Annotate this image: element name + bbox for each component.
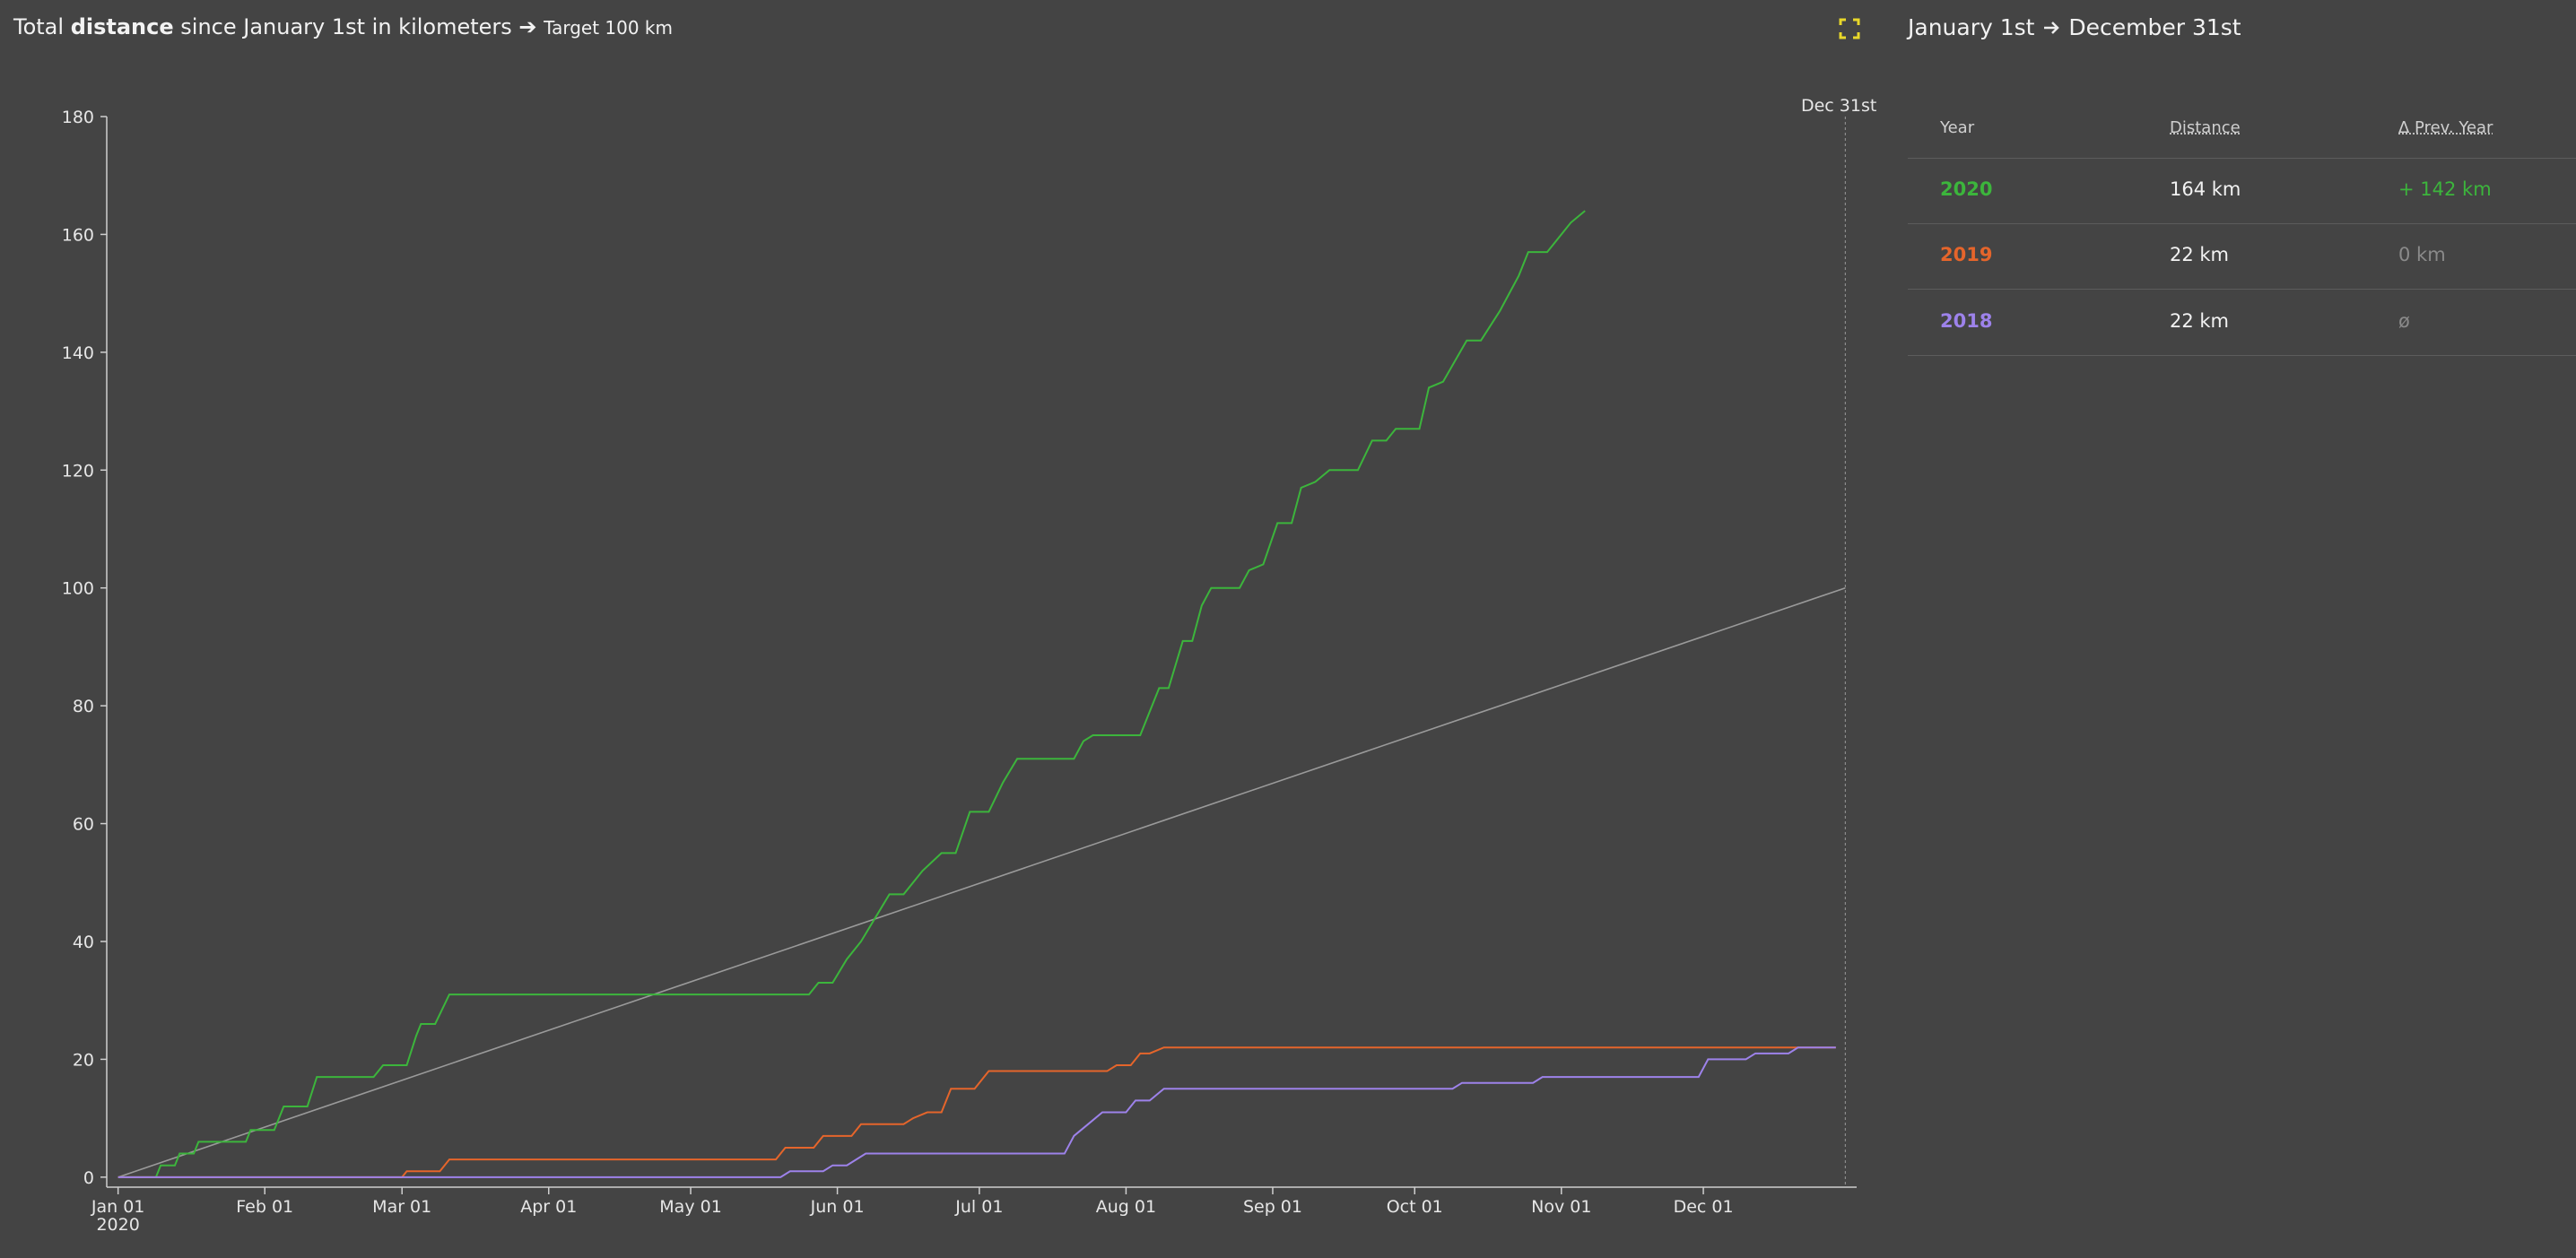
- title-target: Target 100 km: [544, 17, 673, 39]
- series-line: [117, 1046, 1836, 1178]
- y-tick-label: 40: [73, 933, 94, 952]
- year-cell: 2020: [1940, 178, 1993, 200]
- y-tick-label: 120: [62, 461, 94, 481]
- title-emphasis: distance: [70, 14, 174, 39]
- distance-cell: 22 km: [2170, 309, 2230, 332]
- x-tick-label: Nov 01: [1531, 1197, 1591, 1217]
- x-year-label: 2020: [96, 1215, 139, 1235]
- chart: 0 20 40 60 80 100 120 140 160 180 Jan 01 Feb 01 Mar …: [62, 96, 1877, 1235]
- x-tick-label: Oct 01: [1387, 1197, 1443, 1217]
- y-tick-label: 0: [83, 1168, 94, 1188]
- x-tick-label: Jan 01: [91, 1197, 145, 1217]
- year-cell: 2019: [1940, 244, 1993, 266]
- panel-title: January 1st December 31st: [1908, 14, 2241, 40]
- table-row: 2020 164 km + 142 km: [1908, 158, 2576, 224]
- table-row: 2018 22 km ø: [1908, 290, 2576, 356]
- x-tick-label: May 01: [659, 1197, 722, 1217]
- x-tick-label: Apr 01: [520, 1197, 577, 1217]
- year-cell: 2018: [1940, 309, 1993, 332]
- y-tick-label: 20: [73, 1050, 94, 1070]
- end-marker-label: Dec 31st: [1801, 96, 1876, 116]
- title-text: since January 1st in kilometers ➔: [173, 14, 544, 39]
- y-tick-label: 160: [62, 225, 94, 245]
- period-start: January 1st: [1908, 14, 2035, 40]
- y-tick-label: 100: [62, 579, 94, 599]
- y-tick-label: 180: [62, 108, 94, 127]
- column-header: Δ Prev. Year: [2398, 118, 2493, 137]
- delta-cell: ø: [2398, 309, 2410, 332]
- x-tick-label: Jun 01: [810, 1197, 865, 1217]
- fullscreen-button[interactable]: [1839, 18, 1860, 39]
- x-tick-label: Feb 01: [236, 1197, 293, 1217]
- target-line: [117, 586, 1846, 1178]
- y-tick-label: 140: [62, 343, 94, 363]
- period-end: December 31st: [2068, 14, 2241, 40]
- x-tick-label: Dec 01: [1674, 1197, 1734, 1217]
- delta-cell: + 142 km: [2398, 178, 2492, 200]
- distance-cell: 164 km: [2170, 178, 2241, 200]
- table-row: 2019 22 km 0 km: [1908, 223, 2576, 291]
- arrow-icon: [2044, 22, 2060, 34]
- column-header: Year: [1940, 118, 1975, 137]
- delta-cell: 0 km: [2398, 244, 2446, 266]
- x-tick-label: Sep 01: [1243, 1197, 1302, 1217]
- column-header: Distance: [2170, 118, 2241, 137]
- x-tick-label: Aug 01: [1096, 1197, 1156, 1217]
- series-line: [117, 210, 1586, 1178]
- distance-cell: 22 km: [2170, 244, 2230, 266]
- chart-heading: Total distance since January 1st in kilo…: [13, 14, 673, 39]
- series-line: [117, 1046, 1836, 1178]
- y-tick-label: 80: [73, 697, 94, 716]
- title-text: Total: [13, 14, 71, 39]
- x-tick-label: Mar 01: [372, 1197, 431, 1217]
- table-header: Year Distance Δ Prev. Year: [1908, 90, 2576, 159]
- y-tick-label: 60: [73, 815, 94, 835]
- x-tick-label: Jul 01: [954, 1197, 1003, 1217]
